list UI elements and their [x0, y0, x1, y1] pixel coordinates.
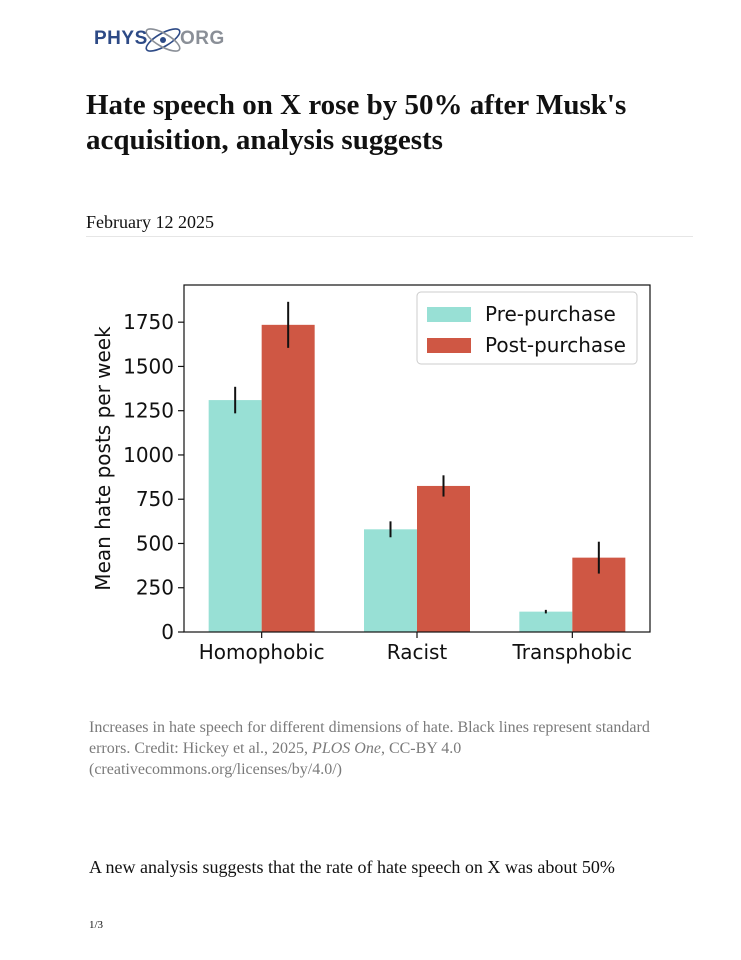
hate-speech-bar-chart: 0 250 500 750 1000 1250 1500 1750 Homophobic Raci… — [91, 284, 651, 664]
legend-label: Post-purchase — [485, 333, 626, 357]
header-divider — [86, 236, 693, 237]
logo-phys-text: PHYS — [94, 28, 148, 49]
bar-pre-purchase-racist — [364, 529, 417, 632]
article-headline: Hate speech on X rose by 50% after Musk'… — [86, 89, 627, 156]
x-tick-label: Homophobic — [199, 640, 325, 664]
y-tick-label: 1250 — [123, 399, 174, 423]
y-tick-label: 1750 — [123, 310, 174, 334]
atom-icon — [145, 28, 181, 52]
bar-pre-purchase-homophobic — [208, 400, 262, 632]
logo-org-text: ORG — [180, 28, 225, 49]
legend-box — [416, 291, 638, 365]
caption-text: Increases in hate speech for different d… — [89, 719, 650, 757]
x-tick-label: Racist — [387, 640, 448, 664]
y-tick-label: 0 — [161, 620, 174, 644]
legend-label: Pre-purchase — [485, 302, 616, 326]
article-date: February 12 2025 — [86, 212, 214, 232]
y-tick-label: 1500 — [123, 354, 174, 378]
x-tick-label: Transphobic — [511, 640, 632, 664]
phys-org-logo[interactable]: PHYS ORG — [94, 22, 225, 58]
y-tick-label: 1000 — [123, 443, 174, 467]
page-number: 1/3 — [89, 919, 104, 931]
legend-swatch — [427, 338, 471, 353]
y-tick-label: 500 — [136, 531, 174, 555]
y-axis-label: Mean hate posts per week — [91, 326, 115, 591]
caption-journal: PLOS One — [312, 740, 381, 757]
bar-post-purchase-racist — [417, 485, 470, 632]
bar-pre-purchase-transphobic — [519, 611, 573, 632]
legend-swatch — [427, 307, 471, 322]
figure-caption: Increases in hate speech for different d… — [89, 717, 689, 780]
bar-post-purchase-homophobic — [261, 324, 315, 632]
y-tick-label: 750 — [136, 487, 174, 511]
article-body-first-line: A new analysis suggests that the rate of… — [89, 857, 615, 877]
caption-license: , CC-BY 4.0 (creativecommons.org/license… — [89, 740, 462, 778]
y-tick-label: 250 — [136, 576, 174, 600]
